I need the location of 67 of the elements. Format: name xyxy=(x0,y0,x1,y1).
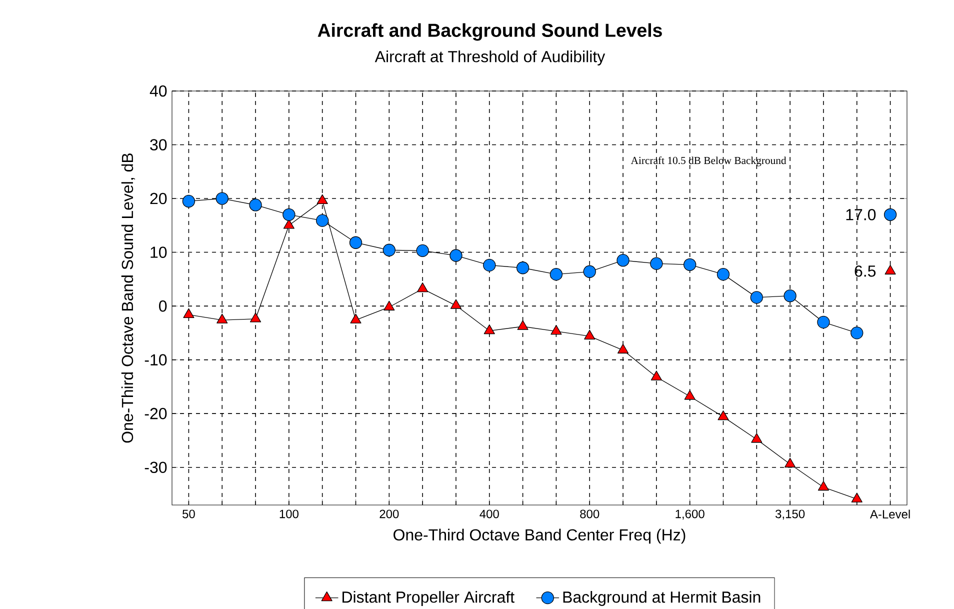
point xyxy=(484,324,495,334)
annotation: Aircraft 10.5 dB Below Background xyxy=(630,156,786,166)
x-tick-label: 800 xyxy=(580,510,600,518)
point xyxy=(617,344,629,354)
y-axis-title: One-Third Octave Band Sound Level, dB xyxy=(121,153,136,443)
y-tick-label: 10 xyxy=(150,246,167,258)
point xyxy=(316,214,329,227)
point xyxy=(784,458,796,468)
y-tick-label: -10 xyxy=(144,354,167,366)
point xyxy=(616,254,630,267)
point xyxy=(450,299,462,309)
point xyxy=(416,244,429,258)
point xyxy=(283,219,294,229)
data-label: 17.0 xyxy=(846,208,876,220)
point xyxy=(349,236,362,249)
x-tick-label: 400 xyxy=(480,510,499,518)
point xyxy=(517,320,528,330)
point xyxy=(750,291,763,304)
point xyxy=(550,268,563,281)
x-tick-label: 3,150 xyxy=(776,510,805,520)
legend-label: Distant Propeller Aircraft xyxy=(342,591,514,606)
point xyxy=(684,390,696,400)
y-tick-label: -30 xyxy=(144,462,167,474)
point xyxy=(684,258,696,271)
point xyxy=(583,265,596,278)
point xyxy=(516,262,530,274)
x-tick-label: 1,600 xyxy=(676,510,704,520)
point xyxy=(718,410,729,420)
legend-label: Background at Hermit Basin xyxy=(563,591,760,606)
point xyxy=(817,316,830,329)
point xyxy=(650,257,663,270)
x-axis-title: One-Third Octave Band Center Freq (Hz) xyxy=(394,528,686,544)
point xyxy=(182,194,196,208)
point xyxy=(716,268,730,281)
point xyxy=(818,480,830,491)
y-tick-label: 40 xyxy=(150,85,167,97)
point xyxy=(216,192,228,205)
y-tick-label: 20 xyxy=(150,192,167,204)
chart-subtitle: Aircraft at Threshold of Audibility xyxy=(374,50,606,66)
point xyxy=(751,433,762,443)
point xyxy=(450,249,462,262)
point xyxy=(550,324,562,335)
chart-title: Aircraft and Background Sound Levels xyxy=(318,23,662,41)
point xyxy=(850,326,864,340)
point xyxy=(350,314,362,324)
x-tick-label: 50 xyxy=(182,510,195,518)
point xyxy=(384,300,395,310)
y-tick-label: 0 xyxy=(159,300,167,312)
point xyxy=(250,312,262,322)
x-tick-label: 100 xyxy=(280,510,298,518)
x-tick-label: 200 xyxy=(380,510,399,518)
point xyxy=(183,308,194,318)
point xyxy=(483,258,496,272)
point xyxy=(282,208,296,221)
data-label: 6.5 xyxy=(854,265,876,277)
point xyxy=(784,290,796,302)
point xyxy=(216,314,228,324)
point xyxy=(417,282,428,292)
point xyxy=(584,330,596,340)
point xyxy=(249,198,262,212)
y-tick-label: 30 xyxy=(150,139,167,150)
point xyxy=(382,244,396,256)
x-tick-label: A-Level xyxy=(870,510,910,519)
point xyxy=(851,492,862,502)
point xyxy=(316,194,328,204)
point xyxy=(650,370,662,380)
y-tick-label: -20 xyxy=(144,408,167,420)
